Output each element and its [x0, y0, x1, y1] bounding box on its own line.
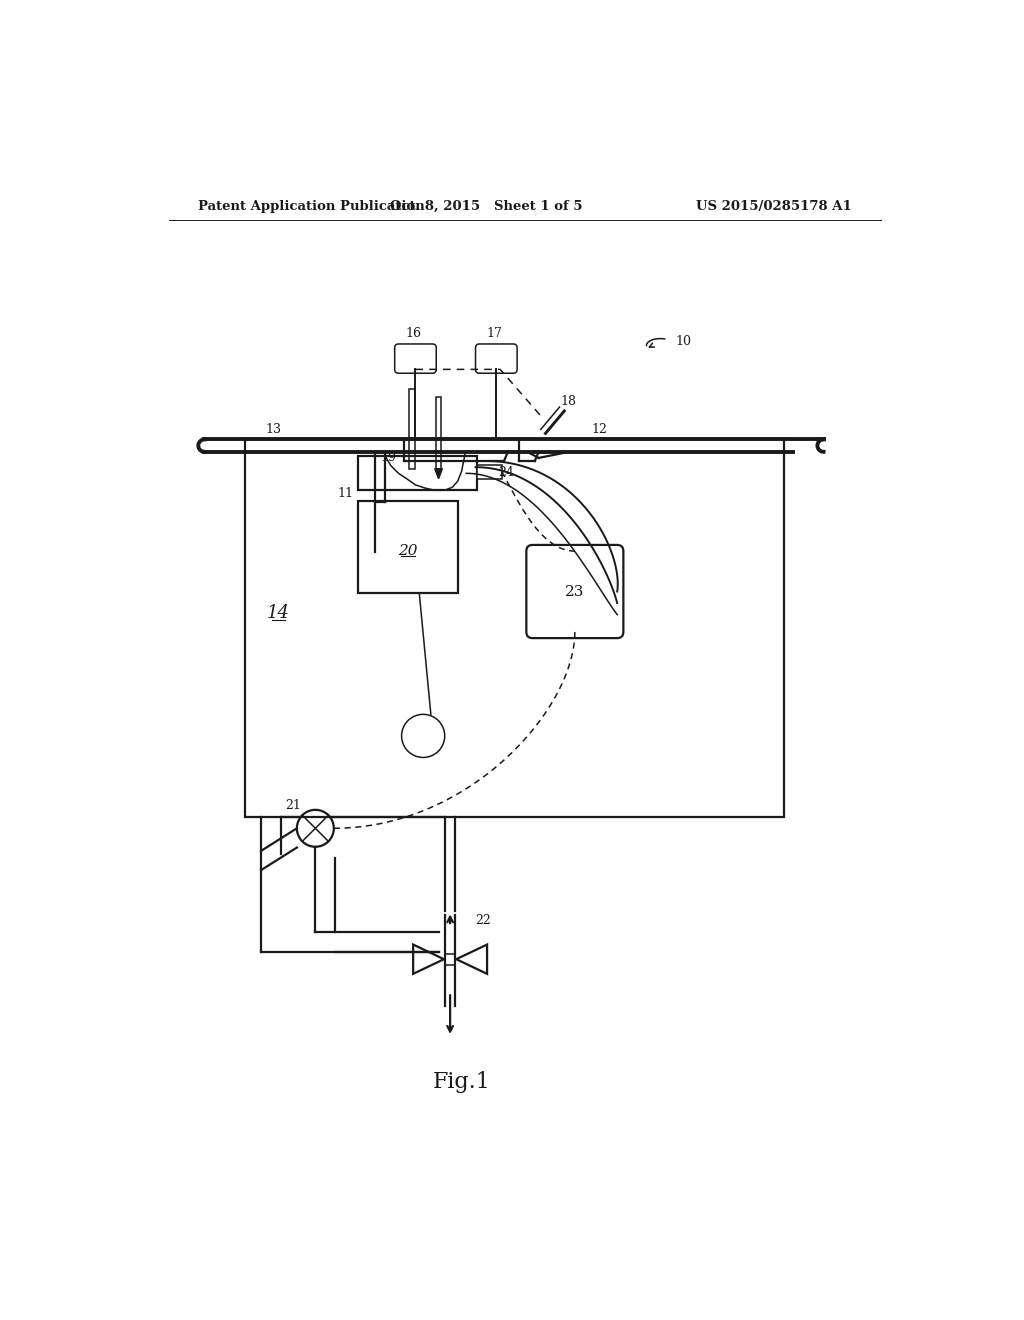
Bar	[245, 440, 783, 817]
Text: 14: 14	[267, 603, 290, 622]
Circle shape	[297, 809, 334, 847]
Polygon shape	[435, 469, 442, 479]
Bar	[477, 465, 502, 479]
Text: US 2015/0285178 A1: US 2015/0285178 A1	[695, 199, 851, 213]
Text: 20: 20	[398, 544, 418, 558]
Text: 19: 19	[380, 450, 396, 463]
Text: 12: 12	[591, 422, 607, 436]
Text: Oct. 8, 2015   Sheet 1 of 5: Oct. 8, 2015 Sheet 1 of 5	[390, 199, 583, 213]
Bar	[409, 389, 415, 469]
Bar	[445, 954, 455, 965]
Text: 16: 16	[406, 327, 422, 341]
Text: Fig.1: Fig.1	[433, 1072, 490, 1093]
Text: 24: 24	[498, 466, 514, 479]
Text: 10: 10	[676, 335, 692, 348]
Bar	[357, 455, 477, 490]
Text: 11: 11	[338, 487, 354, 500]
Text: 18: 18	[560, 395, 577, 408]
FancyBboxPatch shape	[394, 345, 436, 374]
Bar	[357, 502, 458, 594]
Text: 22: 22	[475, 915, 492, 927]
Text: 23: 23	[565, 585, 585, 598]
Text: 13: 13	[265, 422, 282, 436]
FancyBboxPatch shape	[475, 345, 517, 374]
Text: 21: 21	[286, 799, 301, 812]
Text: Patent Application Publication: Patent Application Publication	[199, 199, 425, 213]
Text: 17: 17	[486, 327, 503, 341]
Bar	[436, 397, 441, 469]
